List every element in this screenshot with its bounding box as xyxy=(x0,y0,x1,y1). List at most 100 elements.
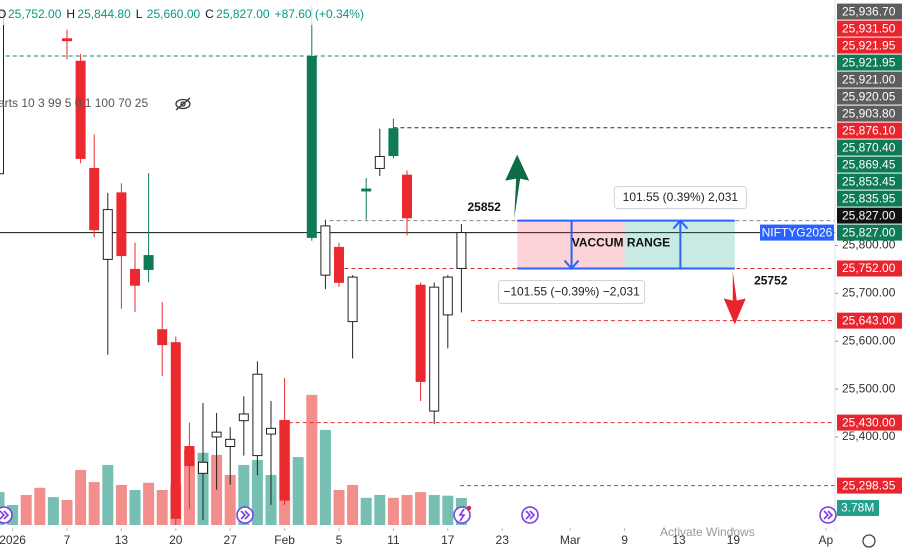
volume-bar xyxy=(47,497,59,525)
candle-body xyxy=(361,188,372,192)
price-tag xyxy=(837,88,902,105)
x-tick-label: 17 xyxy=(441,533,455,547)
watermark: Activate Windows xyxy=(660,525,755,539)
price-tag xyxy=(837,156,902,173)
price-tag-label: 25,936.70 xyxy=(842,4,896,18)
volume-tag xyxy=(837,499,879,516)
candle-body xyxy=(184,446,195,467)
volume-bar xyxy=(374,494,386,525)
candle-body xyxy=(170,342,181,519)
price-tag xyxy=(837,54,902,71)
price-tag xyxy=(837,414,902,431)
x-tick-label: 23 xyxy=(496,533,510,547)
volume-bar xyxy=(428,494,440,525)
settings-icon[interactable] xyxy=(862,534,876,548)
header-value: 25,844.80 xyxy=(77,7,131,21)
range-top-label: 25852 xyxy=(467,200,501,214)
range-bottom-label: 25752 xyxy=(754,274,788,288)
price-tag xyxy=(837,71,902,88)
volume-bar xyxy=(102,464,114,525)
volume-bar xyxy=(115,484,127,525)
x-tick-label: 13 xyxy=(115,533,129,547)
header-value: 25,827.00 xyxy=(216,7,270,21)
up-arrow xyxy=(505,154,530,219)
price-tag-label: 25,920.05 xyxy=(842,89,896,103)
price-tag-label: 25,298.35 xyxy=(842,478,896,492)
candle-body xyxy=(442,276,453,316)
candle-body xyxy=(157,329,168,346)
header-value: 25,660.00 xyxy=(147,7,201,21)
candle-body xyxy=(143,255,154,270)
candle-body xyxy=(279,420,290,501)
volume-bar xyxy=(129,489,141,525)
y-tick-label: 25,600.00 xyxy=(842,333,896,347)
y-tick-label: 25,400.00 xyxy=(842,429,896,443)
volume-bar xyxy=(143,482,155,525)
measure-up xyxy=(672,219,689,269)
price-tag-label: 25,430.00 xyxy=(842,415,896,429)
price-tag-label: 25,876.10 xyxy=(842,123,896,137)
volume-bar xyxy=(75,469,87,525)
volume-bar xyxy=(224,474,236,525)
symbol-tag-label: NIFTYG2026 xyxy=(762,225,833,239)
candle-body xyxy=(374,155,385,169)
x-tick-label: 13 xyxy=(672,533,686,547)
x-tick-label: 19 xyxy=(727,533,741,547)
volume-bar xyxy=(88,482,100,525)
price-tag xyxy=(837,122,902,139)
price-tag xyxy=(837,37,902,54)
candle-body xyxy=(415,284,426,382)
header-value: 25,752.00 xyxy=(8,7,62,21)
candle-body xyxy=(320,225,331,276)
price-tag xyxy=(837,190,902,207)
candle-body xyxy=(0,10,4,175)
volume-bar xyxy=(156,489,168,525)
price-tag-label: 25,752.00 xyxy=(842,261,896,275)
candle-body xyxy=(238,413,249,422)
candle-body xyxy=(402,174,413,219)
up-label: 101.55 (0.39%) 2,031 xyxy=(623,190,739,204)
candle-body xyxy=(62,38,73,42)
volume-bar xyxy=(61,499,73,525)
volume-bar xyxy=(238,464,250,525)
price-tag-label: 25,869.45 xyxy=(842,157,896,171)
volume-bar xyxy=(251,459,263,525)
down-arrow xyxy=(723,271,746,325)
price-tag-label: 25,827.00 xyxy=(842,225,896,239)
candle-body xyxy=(130,268,141,286)
price-tag-label: 25,870.40 xyxy=(842,140,896,154)
volume-bar xyxy=(401,494,413,525)
candle-body xyxy=(89,167,100,231)
price-tag-label: 25,827.00 xyxy=(842,208,896,222)
x-tick-label: Mar xyxy=(560,533,581,547)
candle-body xyxy=(306,55,317,238)
candle-body xyxy=(211,431,222,438)
price-tag xyxy=(837,139,902,156)
price-tag-label: 25,921.00 xyxy=(842,72,896,86)
price-tag xyxy=(837,207,902,224)
price-tag xyxy=(837,105,902,122)
price-tag-label: 25,921.95 xyxy=(842,38,896,52)
x-tick-label: 20 xyxy=(169,533,183,547)
x-tick-label: Ap xyxy=(819,533,834,547)
y-tick-label: 25,700.00 xyxy=(842,286,896,300)
header-key: L xyxy=(136,7,143,21)
volume-bar xyxy=(442,495,454,525)
price-tag xyxy=(837,20,902,37)
header-key: C xyxy=(205,7,214,21)
candle-body xyxy=(266,427,277,435)
header-value: +87.60 (+0.34%) xyxy=(275,7,364,21)
volume-bar xyxy=(360,497,372,525)
candle-body xyxy=(347,276,358,323)
header-key: O xyxy=(0,7,6,21)
x-tick-label: 5 xyxy=(336,533,343,547)
candle-body xyxy=(75,60,86,159)
y-tick-label: 25,800.00 xyxy=(842,238,896,252)
volume-tag-label: 3.78M xyxy=(841,501,874,515)
x-tick-label: 7 xyxy=(64,533,71,547)
x-tick-label: 2026 xyxy=(0,533,26,547)
candle-body xyxy=(102,209,113,260)
symbol-tag xyxy=(760,224,834,241)
